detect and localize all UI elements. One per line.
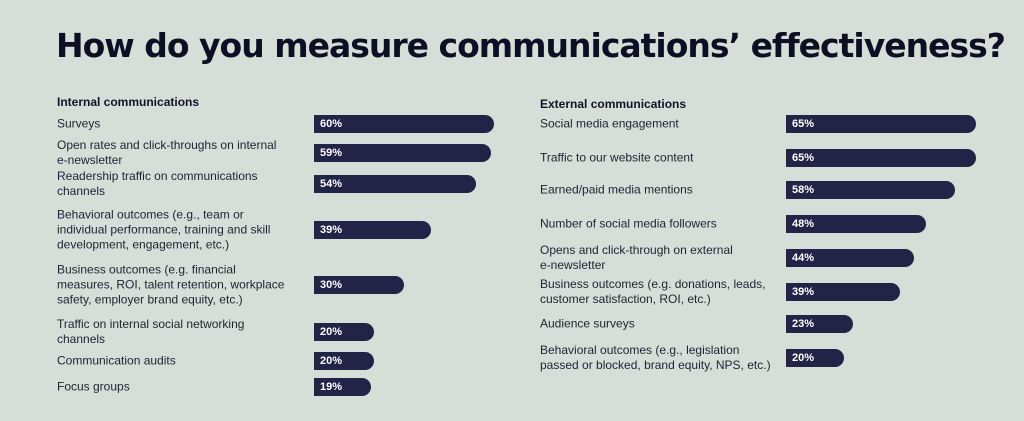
external-bar: 65% bbox=[786, 115, 976, 133]
external-bar-value-label: 58% bbox=[792, 184, 815, 196]
external-bar: 58% bbox=[786, 181, 956, 199]
internal-bar-value-label: 39% bbox=[320, 224, 343, 236]
external-bar: 20% bbox=[786, 349, 845, 367]
external-category-label: Business outcomes (e.g. donations, leads… bbox=[540, 277, 766, 306]
internal-category-label: Traffic on internal social networking cha… bbox=[57, 317, 245, 346]
external-bar-value-label: 23% bbox=[792, 318, 815, 330]
external-bar-value-label: 65% bbox=[792, 152, 815, 164]
external-bar: 65% bbox=[786, 149, 976, 167]
external-category-label: Social media engagement bbox=[540, 116, 679, 131]
external-panel-title: External communications bbox=[540, 97, 687, 111]
internal-category-label: Open rates and click-throughs on interna… bbox=[57, 138, 277, 167]
internal-category-label: Behavioral outcomes (e.g., team or indivi… bbox=[57, 207, 271, 252]
internal-bar-value-label: 20% bbox=[320, 326, 343, 338]
external-category-label: Traffic to our website content bbox=[540, 150, 694, 165]
internal-bar-value-label: 54% bbox=[320, 178, 343, 190]
internal-bar-value-label: 19% bbox=[320, 381, 343, 393]
external-category-label: Number of social media followers bbox=[540, 216, 717, 231]
external-category-label: Opens and click-through on external e-new… bbox=[540, 243, 733, 272]
internal-bar: 60% bbox=[314, 115, 494, 133]
internal-category-label: Focus groups bbox=[57, 379, 130, 394]
internal-category-label: Readership traffic on communications chan… bbox=[57, 169, 258, 198]
internal-category-label: Communication audits bbox=[57, 353, 176, 368]
external-bar: 48% bbox=[786, 215, 927, 233]
external-bar: 39% bbox=[786, 283, 900, 301]
internal-bar-value-label: 20% bbox=[320, 355, 343, 367]
internal-bar: 54% bbox=[314, 175, 476, 193]
chart-title: How do you measure communications’ effec… bbox=[56, 26, 1006, 65]
external-category-label: Behavioral outcomes (e.g., legislation pa… bbox=[540, 343, 771, 372]
internal-bar: 20% bbox=[314, 352, 374, 370]
external-bar-value-label: 65% bbox=[792, 118, 815, 130]
external-bar-value-label: 44% bbox=[792, 252, 815, 264]
external-bar-value-label: 39% bbox=[792, 286, 815, 298]
internal-bar-value-label: 30% bbox=[320, 279, 343, 291]
external-bar-value-label: 48% bbox=[792, 218, 815, 230]
internal-panel-title: Internal communications bbox=[57, 95, 200, 109]
internal-bar: 30% bbox=[314, 276, 404, 294]
internal-category-label: Surveys bbox=[57, 116, 101, 131]
internal-bar-value-label: 60% bbox=[320, 118, 343, 130]
external-category-label: Audience surveys bbox=[540, 316, 635, 331]
external-bar-value-label: 20% bbox=[792, 352, 815, 364]
internal-bar: 20% bbox=[314, 323, 374, 341]
external-bar: 44% bbox=[786, 249, 915, 267]
internal-bar: 19% bbox=[314, 378, 371, 396]
internal-bar: 39% bbox=[314, 221, 431, 239]
internal-category-label: Business outcomes (e.g. financial measure… bbox=[57, 262, 285, 307]
external-category-label: Earned/paid media mentions bbox=[540, 182, 693, 197]
internal-bar-value-label: 59% bbox=[320, 147, 343, 159]
internal-bar: 59% bbox=[314, 144, 491, 162]
external-bar: 23% bbox=[786, 315, 854, 333]
